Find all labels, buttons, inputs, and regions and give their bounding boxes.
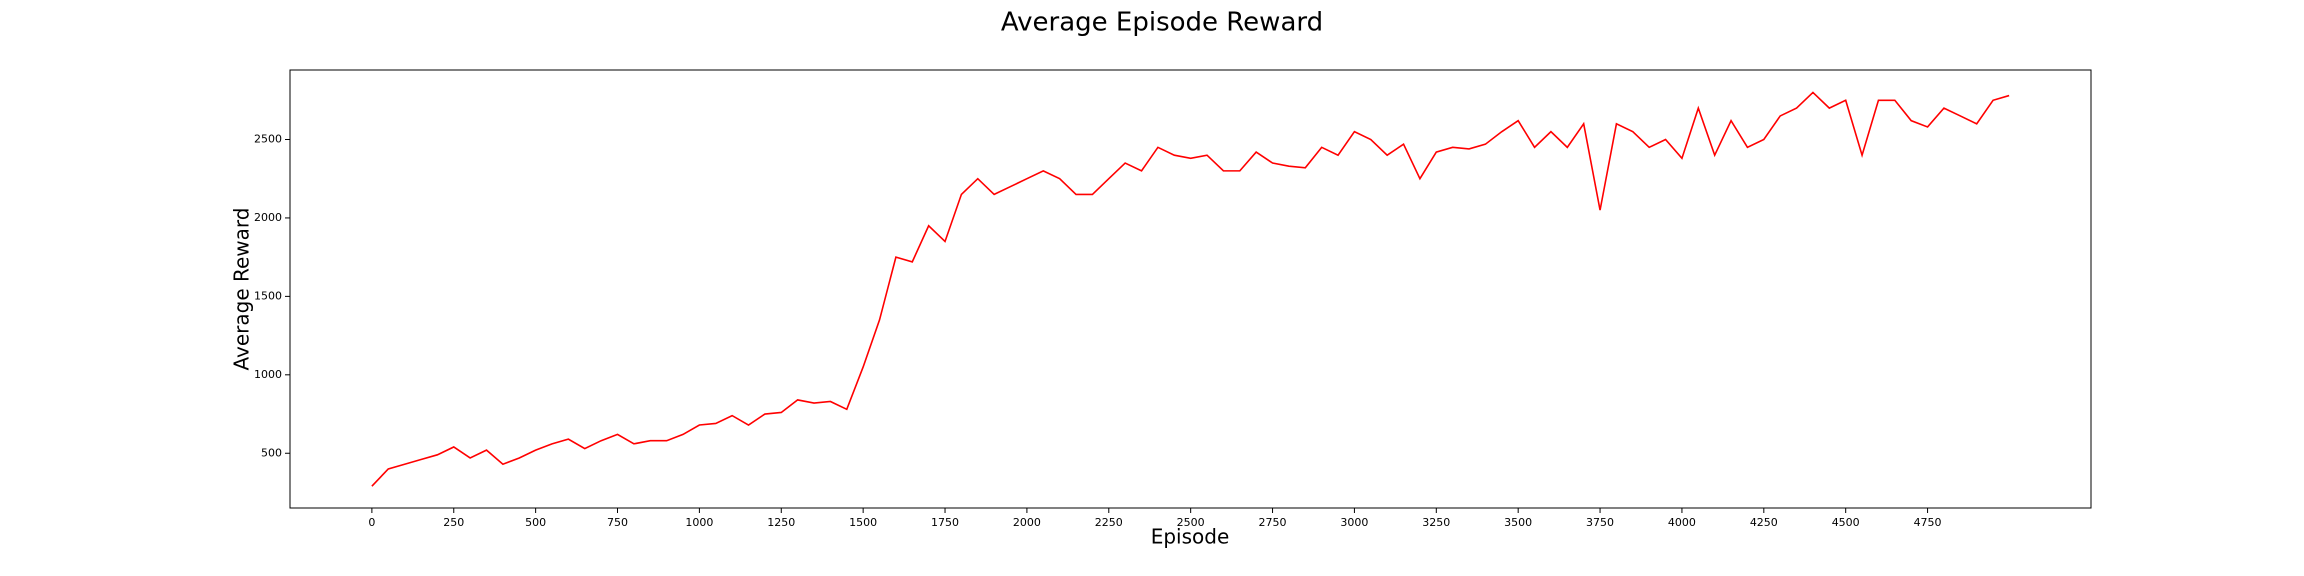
x-tick-label: 3750 (1586, 516, 1614, 529)
x-tick-label: 1750 (931, 516, 959, 529)
y-tick-label: 2500 (254, 132, 282, 145)
x-tick-label: 1250 (767, 516, 795, 529)
y-tick-label: 1000 (254, 368, 282, 381)
x-tick-label: 250 (443, 516, 464, 529)
data-line (371, 91, 2010, 487)
x-tick-label: 2250 (1095, 516, 1123, 529)
x-tick-label: 500 (525, 516, 546, 529)
y-tick-label: 1500 (254, 289, 282, 302)
x-tick-label: 3250 (1422, 516, 1450, 529)
x-tick-label: 3000 (1340, 516, 1368, 529)
x-tick-label: 1000 (685, 516, 713, 529)
x-tick-label: 4000 (1668, 516, 1696, 529)
x-tick-label: 750 (607, 516, 628, 529)
x-tick-label: 2500 (1177, 516, 1205, 529)
x-tick-label: 4250 (1750, 516, 1778, 529)
x-tick-label: 0 (368, 516, 375, 529)
x-tick-label: 2750 (1259, 516, 1287, 529)
x-tick-label: 4750 (1914, 516, 1942, 529)
x-tick-label: 3500 (1504, 516, 1532, 529)
x-tick-label: 1500 (849, 516, 877, 529)
y-tick-label: 2000 (254, 211, 282, 224)
chart-title: Average Episode Reward (1001, 8, 1323, 38)
x-tick-label: 4500 (1832, 516, 1860, 529)
y-tick-label: 500 (261, 446, 282, 459)
axes-frame (289, 69, 2092, 509)
y-axis-label: Average Reward (230, 208, 254, 371)
x-tick-label: 2000 (1013, 516, 1041, 529)
x-axis-label: Episode (1151, 525, 1230, 549)
